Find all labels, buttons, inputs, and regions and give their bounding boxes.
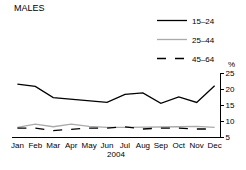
svg-text:10: 10 xyxy=(226,117,235,126)
svg-text:%: % xyxy=(228,60,235,69)
svg-text:Apr: Apr xyxy=(65,141,78,150)
svg-text:20: 20 xyxy=(226,85,235,94)
svg-text:25–44: 25–44 xyxy=(192,36,215,45)
svg-text:15: 15 xyxy=(226,101,235,110)
svg-text:Feb: Feb xyxy=(28,141,42,150)
svg-text:2004: 2004 xyxy=(107,150,125,159)
svg-text:May: May xyxy=(82,141,97,150)
svg-text:Sep: Sep xyxy=(154,141,169,150)
svg-text:MALES: MALES xyxy=(14,3,45,13)
svg-text:Jun: Jun xyxy=(101,141,114,150)
svg-text:5: 5 xyxy=(226,133,231,142)
svg-text:15–24: 15–24 xyxy=(192,17,215,26)
svg-text:Nov: Nov xyxy=(190,141,204,150)
svg-text:Jan: Jan xyxy=(11,141,24,150)
svg-text:25: 25 xyxy=(226,69,235,78)
svg-text:45–64: 45–64 xyxy=(192,55,215,64)
svg-text:Oct: Oct xyxy=(173,141,186,150)
svg-text:Jul: Jul xyxy=(120,141,130,150)
svg-text:Aug: Aug xyxy=(136,141,150,150)
svg-text:Mar: Mar xyxy=(46,141,60,150)
svg-text:Dec: Dec xyxy=(208,141,222,150)
